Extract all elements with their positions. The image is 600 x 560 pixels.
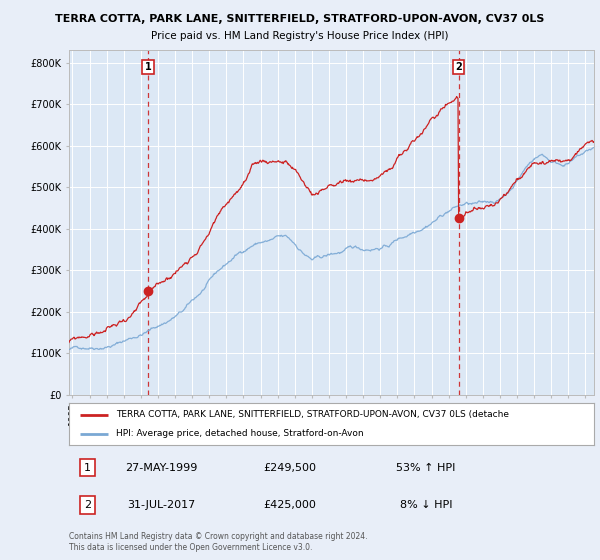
Text: £425,000: £425,000 bbox=[263, 500, 316, 510]
Text: 31-JUL-2017: 31-JUL-2017 bbox=[127, 500, 195, 510]
Text: 1: 1 bbox=[84, 463, 91, 473]
Text: TERRA COTTA, PARK LANE, SNITTERFIELD, STRATFORD-UPON-AVON, CV37 0LS (detache: TERRA COTTA, PARK LANE, SNITTERFIELD, ST… bbox=[116, 410, 509, 419]
Text: 53% ↑ HPI: 53% ↑ HPI bbox=[397, 463, 455, 473]
Text: Contains HM Land Registry data © Crown copyright and database right 2024.: Contains HM Land Registry data © Crown c… bbox=[69, 532, 367, 541]
Text: 27-MAY-1999: 27-MAY-1999 bbox=[125, 463, 197, 473]
Text: TERRA COTTA, PARK LANE, SNITTERFIELD, STRATFORD-UPON-AVON, CV37 0LS: TERRA COTTA, PARK LANE, SNITTERFIELD, ST… bbox=[55, 14, 545, 24]
Text: HPI: Average price, detached house, Stratford-on-Avon: HPI: Average price, detached house, Stra… bbox=[116, 430, 364, 438]
Text: Price paid vs. HM Land Registry's House Price Index (HPI): Price paid vs. HM Land Registry's House … bbox=[151, 31, 449, 41]
Text: This data is licensed under the Open Government Licence v3.0.: This data is licensed under the Open Gov… bbox=[69, 543, 313, 552]
Text: 2: 2 bbox=[84, 500, 91, 510]
Text: 8% ↓ HPI: 8% ↓ HPI bbox=[400, 500, 452, 510]
Text: 2: 2 bbox=[455, 62, 462, 72]
Text: £249,500: £249,500 bbox=[263, 463, 316, 473]
Text: 1: 1 bbox=[145, 62, 151, 72]
